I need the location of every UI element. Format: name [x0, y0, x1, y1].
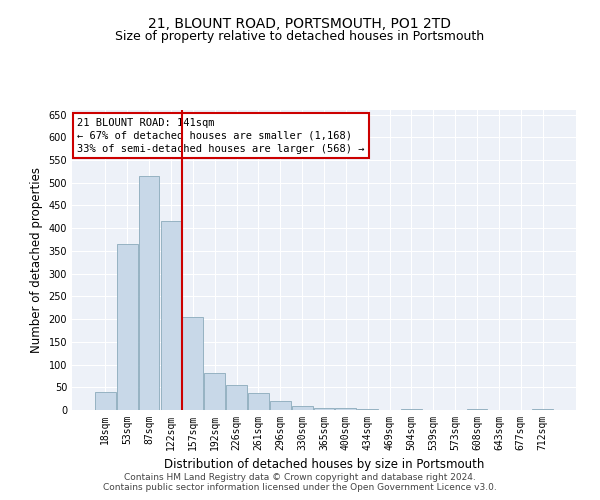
Bar	[182, 317, 203, 410]
Text: 21 BLOUNT ROAD: 141sqm
← 67% of detached houses are smaller (1,168)
33% of semi-: 21 BLOUNT ROAD: 141sqm ← 67% of detached…	[77, 118, 365, 154]
Bar	[467, 409, 487, 410]
Bar	[532, 409, 553, 410]
X-axis label: Distribution of detached houses by size in Portsmouth: Distribution of detached houses by size …	[164, 458, 484, 471]
Bar	[270, 401, 290, 410]
Text: Size of property relative to detached houses in Portsmouth: Size of property relative to detached ho…	[115, 30, 485, 43]
Bar	[358, 408, 378, 410]
Bar	[335, 408, 356, 410]
Bar	[314, 408, 334, 410]
Bar	[161, 222, 181, 410]
Text: 21, BLOUNT ROAD, PORTSMOUTH, PO1 2TD: 21, BLOUNT ROAD, PORTSMOUTH, PO1 2TD	[149, 18, 452, 32]
Bar	[226, 385, 247, 410]
Bar	[117, 244, 137, 410]
Bar	[292, 406, 313, 410]
Text: Contains HM Land Registry data © Crown copyright and database right 2024.
Contai: Contains HM Land Registry data © Crown c…	[103, 473, 497, 492]
Bar	[139, 176, 160, 410]
Y-axis label: Number of detached properties: Number of detached properties	[30, 167, 43, 353]
Bar	[248, 393, 269, 410]
Bar	[204, 372, 225, 410]
Bar	[95, 392, 116, 410]
Bar	[401, 408, 422, 410]
